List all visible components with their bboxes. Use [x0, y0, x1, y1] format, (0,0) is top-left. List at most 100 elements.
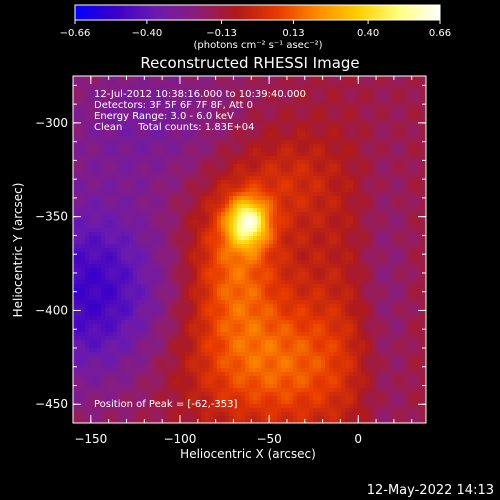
heatmap-cell: [289, 352, 294, 357]
heatmap-cell: [269, 272, 274, 277]
heatmap-cell: [161, 172, 166, 177]
heatmap-cell: [261, 184, 266, 189]
heatmap-cell: [109, 404, 114, 409]
heatmap-cell: [77, 300, 82, 305]
heatmap-cell: [253, 224, 258, 229]
heatmap-cell: [161, 176, 166, 181]
heatmap-cell: [193, 284, 198, 289]
heatmap-cell: [197, 80, 202, 85]
heatmap-cell: [173, 208, 178, 213]
heatmap-cell: [293, 300, 298, 305]
heatmap-cell: [281, 320, 286, 325]
heatmap-cell: [225, 164, 230, 169]
heatmap-cell: [221, 360, 226, 365]
heatmap-cell: [201, 412, 206, 417]
heatmap-cell: [225, 132, 230, 137]
heatmap-cell: [257, 80, 262, 85]
heatmap-cell: [257, 100, 262, 105]
heatmap-cell: [97, 236, 102, 241]
heatmap-cell: [137, 152, 142, 157]
heatmap-cell: [161, 296, 166, 301]
heatmap-cell: [85, 400, 90, 405]
heatmap-cell: [253, 80, 258, 85]
heatmap-cell: [113, 292, 118, 297]
heatmap-cell: [165, 224, 170, 229]
heatmap-cell: [73, 212, 78, 217]
heatmap-cell: [229, 80, 234, 85]
heatmap-cell: [273, 420, 278, 423]
heatmap-cell: [149, 128, 154, 133]
heatmap-cell: [81, 236, 86, 241]
heatmap-cell: [185, 288, 190, 293]
heatmap-cell: [265, 244, 270, 249]
heatmap-cell: [289, 364, 294, 369]
heatmap-cell: [173, 236, 178, 241]
heatmap-cell: [197, 328, 202, 333]
heatmap-cell: [137, 284, 142, 289]
heatmap-cell: [185, 384, 190, 389]
heatmap-cell: [157, 256, 162, 261]
heatmap-cell: [241, 300, 246, 305]
heatmap-cell: [245, 372, 250, 377]
heatmap-cell: [177, 352, 182, 357]
heatmap-cell: [241, 308, 246, 313]
heatmap-cell: [265, 76, 270, 81]
heatmap-cell: [257, 244, 262, 249]
heatmap-cell: [93, 360, 98, 365]
heatmap-cell: [249, 80, 254, 85]
heatmap-cell: [161, 388, 166, 393]
heatmap-cell: [165, 312, 170, 317]
heatmap-cell: [249, 344, 254, 349]
heatmap-cell: [141, 396, 146, 401]
heatmap-cell: [157, 420, 162, 423]
heatmap-cell: [297, 120, 302, 125]
heatmap-cell: [265, 168, 270, 173]
heatmap-cell: [205, 152, 210, 157]
heatmap-cell: [81, 112, 86, 117]
heatmap-cell: [201, 272, 206, 277]
heatmap-cell: [229, 400, 234, 405]
heatmap-cell: [293, 312, 298, 317]
heatmap-cell: [113, 100, 118, 105]
heatmap-cell: [209, 164, 214, 169]
heatmap-cell: [145, 404, 150, 409]
heatmap-cell: [185, 148, 190, 153]
heatmap-cell: [81, 244, 86, 249]
heatmap-cell: [129, 288, 134, 293]
heatmap-cell: [257, 200, 262, 205]
heatmap-cell: [137, 308, 142, 313]
heatmap-cell: [289, 180, 294, 185]
heatmap-cell: [73, 268, 78, 273]
heatmap-cell: [261, 148, 266, 153]
heatmap-cell: [109, 324, 114, 329]
heatmap-cell: [285, 168, 290, 173]
heatmap-cell: [249, 132, 254, 137]
heatmap-cell: [161, 344, 166, 349]
heatmap-cell: [289, 168, 294, 173]
heatmap-cell: [297, 124, 302, 129]
heatmap-cell: [85, 288, 90, 293]
heatmap-cell: [293, 248, 298, 253]
heatmap-cell: [225, 272, 230, 277]
heatmap-cell: [229, 324, 234, 329]
heatmap-cell: [217, 88, 222, 93]
heatmap-cell: [253, 276, 258, 281]
heatmap-cell: [265, 80, 270, 85]
heatmap-cell: [297, 380, 302, 385]
heatmap-cell: [261, 84, 266, 89]
heatmap-cell: [221, 388, 226, 393]
heatmap-cell: [121, 280, 126, 285]
heatmap-cell: [105, 252, 110, 257]
heatmap-cell: [273, 268, 278, 273]
heatmap-cell: [117, 92, 122, 97]
heatmap-cell: [149, 208, 154, 213]
heatmap-cell: [209, 152, 214, 157]
heatmap-cell: [253, 284, 258, 289]
heatmap-cell: [249, 148, 254, 153]
heatmap-cell: [249, 392, 254, 397]
heatmap-cell: [297, 372, 302, 377]
heatmap-cell: [225, 308, 230, 313]
heatmap-cell: [213, 304, 218, 309]
heatmap-cell: [261, 388, 266, 393]
heatmap-cell: [205, 140, 210, 145]
